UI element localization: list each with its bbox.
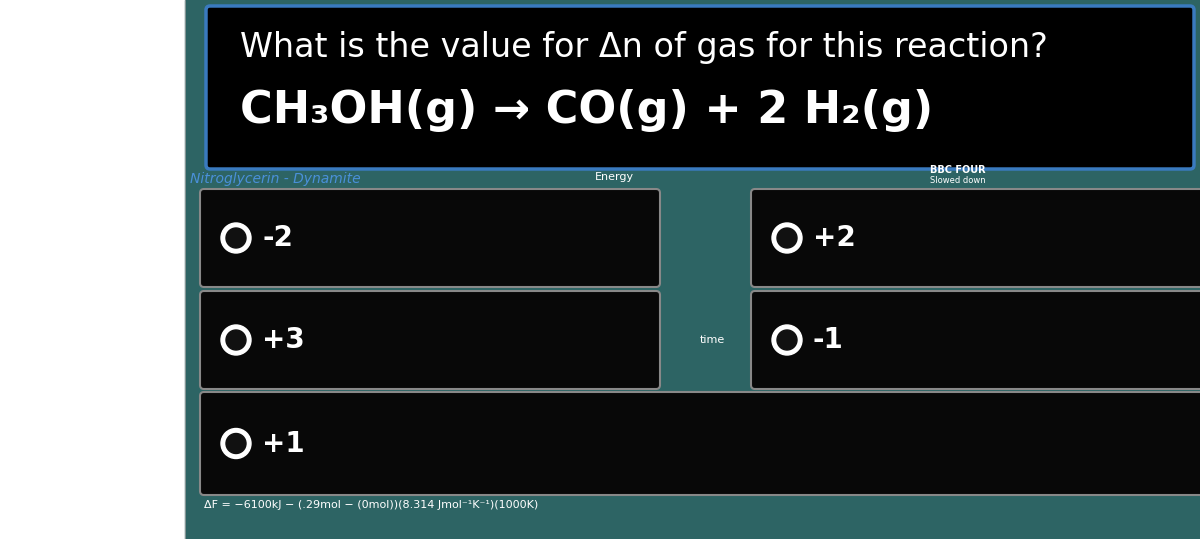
Text: ΔF = −6100kJ − (.29mol − (0mol))(8.314 Jmol⁻¹K⁻¹)(1000K): ΔF = −6100kJ − (.29mol − (0mol))(8.314 J… — [204, 500, 539, 510]
Circle shape — [226, 228, 246, 248]
Text: +2: +2 — [814, 224, 856, 252]
FancyBboxPatch shape — [751, 291, 1200, 389]
Circle shape — [778, 228, 797, 248]
Text: CH₃OH(g) → CO(g) + 2 H₂(g): CH₃OH(g) → CO(g) + 2 H₂(g) — [240, 88, 934, 132]
Text: -2: -2 — [262, 224, 293, 252]
Text: Nitroglycerin - Dynamite: Nitroglycerin - Dynamite — [190, 172, 361, 186]
Circle shape — [221, 325, 251, 355]
FancyBboxPatch shape — [200, 189, 660, 287]
Text: +1: +1 — [262, 430, 305, 458]
Text: time: time — [700, 335, 725, 345]
Circle shape — [772, 325, 802, 355]
Text: What is the value for Δn of gas for this reaction?: What is the value for Δn of gas for this… — [240, 31, 1048, 65]
FancyBboxPatch shape — [200, 392, 1200, 495]
Circle shape — [226, 330, 246, 350]
FancyBboxPatch shape — [206, 6, 1194, 169]
Text: BBC FOUR: BBC FOUR — [930, 165, 985, 175]
Text: Slowed down: Slowed down — [930, 176, 985, 185]
Circle shape — [221, 429, 251, 459]
Text: Energy: Energy — [595, 172, 634, 182]
Bar — [185, 0, 1200, 539]
FancyBboxPatch shape — [200, 291, 660, 389]
Circle shape — [772, 223, 802, 253]
Text: -1: -1 — [814, 326, 844, 354]
Circle shape — [778, 330, 797, 350]
Circle shape — [226, 433, 246, 453]
Text: +3: +3 — [262, 326, 305, 354]
Bar — [0, 0, 185, 539]
Circle shape — [221, 223, 251, 253]
FancyBboxPatch shape — [751, 189, 1200, 287]
